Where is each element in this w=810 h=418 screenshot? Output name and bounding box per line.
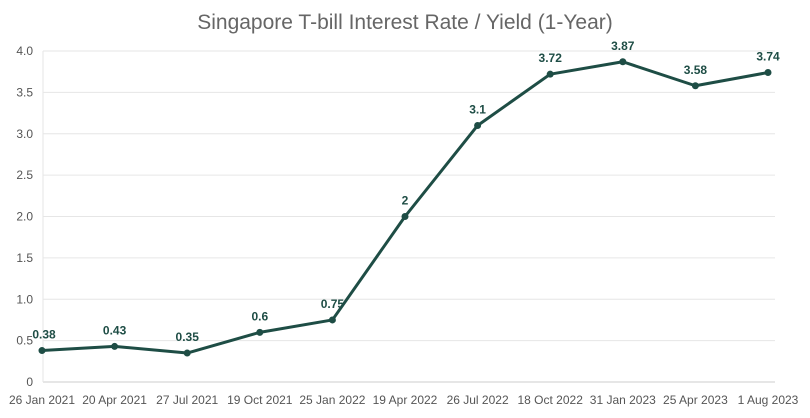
x-tick-label: 20 Apr 2021 — [82, 393, 147, 407]
data-point — [111, 342, 119, 350]
x-tick-label: 25 Apr 2023 — [663, 393, 728, 407]
x-tick-label: 31 Jan 2023 — [590, 393, 656, 407]
data-point — [619, 58, 627, 66]
data-point — [183, 349, 191, 357]
data-label: 0.43 — [103, 323, 127, 337]
data-label: 0.38 — [32, 328, 56, 342]
data-label: 3.1 — [469, 102, 486, 116]
data-label: 2 — [402, 194, 409, 208]
x-tick-label: 19 Apr 2022 — [373, 393, 438, 407]
data-label: 0.35 — [176, 330, 200, 344]
x-tick-label: 27 Jul 2021 — [156, 393, 218, 407]
data-label: 3.72 — [539, 51, 563, 65]
y-tick-label: 4.0 — [16, 44, 33, 58]
data-point — [764, 69, 772, 77]
x-tick-label: 1 Aug 2023 — [738, 393, 799, 407]
y-tick-label: 0 — [26, 375, 33, 389]
data-label: 0.6 — [251, 309, 268, 323]
y-tick-label: 1.5 — [16, 251, 33, 265]
data-point — [401, 213, 409, 220]
y-tick-label: 3.5 — [16, 85, 33, 99]
x-tick-label: 26 Jul 2022 — [447, 393, 509, 407]
x-tick-label: 26 Jan 2021 — [9, 393, 75, 407]
data-label: 3.74 — [756, 50, 780, 64]
data-label: 0.75 — [321, 297, 345, 311]
y-tick-label: 3.0 — [16, 127, 33, 141]
x-tick-label: 18 Oct 2022 — [518, 393, 584, 407]
x-tick-label: 25 Jan 2022 — [299, 393, 365, 407]
data-label: 3.58 — [684, 63, 708, 77]
x-tick-label: 19 Oct 2021 — [227, 393, 293, 407]
y-tick-label: 2.5 — [16, 168, 33, 182]
y-tick-label: 1.0 — [16, 292, 33, 306]
chart-title: Singapore T-bill Interest Rate / Yield (… — [197, 11, 613, 34]
data-point — [474, 121, 482, 129]
data-point — [38, 347, 46, 355]
data-label: 3.87 — [611, 39, 635, 53]
data-point — [546, 70, 554, 78]
data-point — [691, 82, 699, 90]
data-point — [328, 316, 336, 324]
y-tick-label: 0.5 — [16, 334, 33, 348]
y-tick-label: 2.0 — [16, 210, 33, 224]
data-point — [256, 328, 264, 336]
